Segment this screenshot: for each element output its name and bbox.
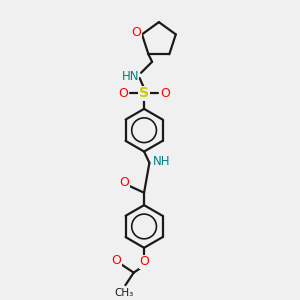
- Text: NH: NH: [153, 155, 171, 168]
- Text: O: O: [120, 176, 130, 189]
- Text: HN: HN: [122, 70, 139, 83]
- Text: O: O: [139, 255, 149, 268]
- Text: O: O: [118, 87, 128, 100]
- Text: O: O: [132, 26, 142, 39]
- Text: O: O: [160, 87, 170, 100]
- Text: CH₃: CH₃: [114, 287, 134, 298]
- Text: O: O: [111, 254, 121, 267]
- Text: S: S: [139, 86, 149, 100]
